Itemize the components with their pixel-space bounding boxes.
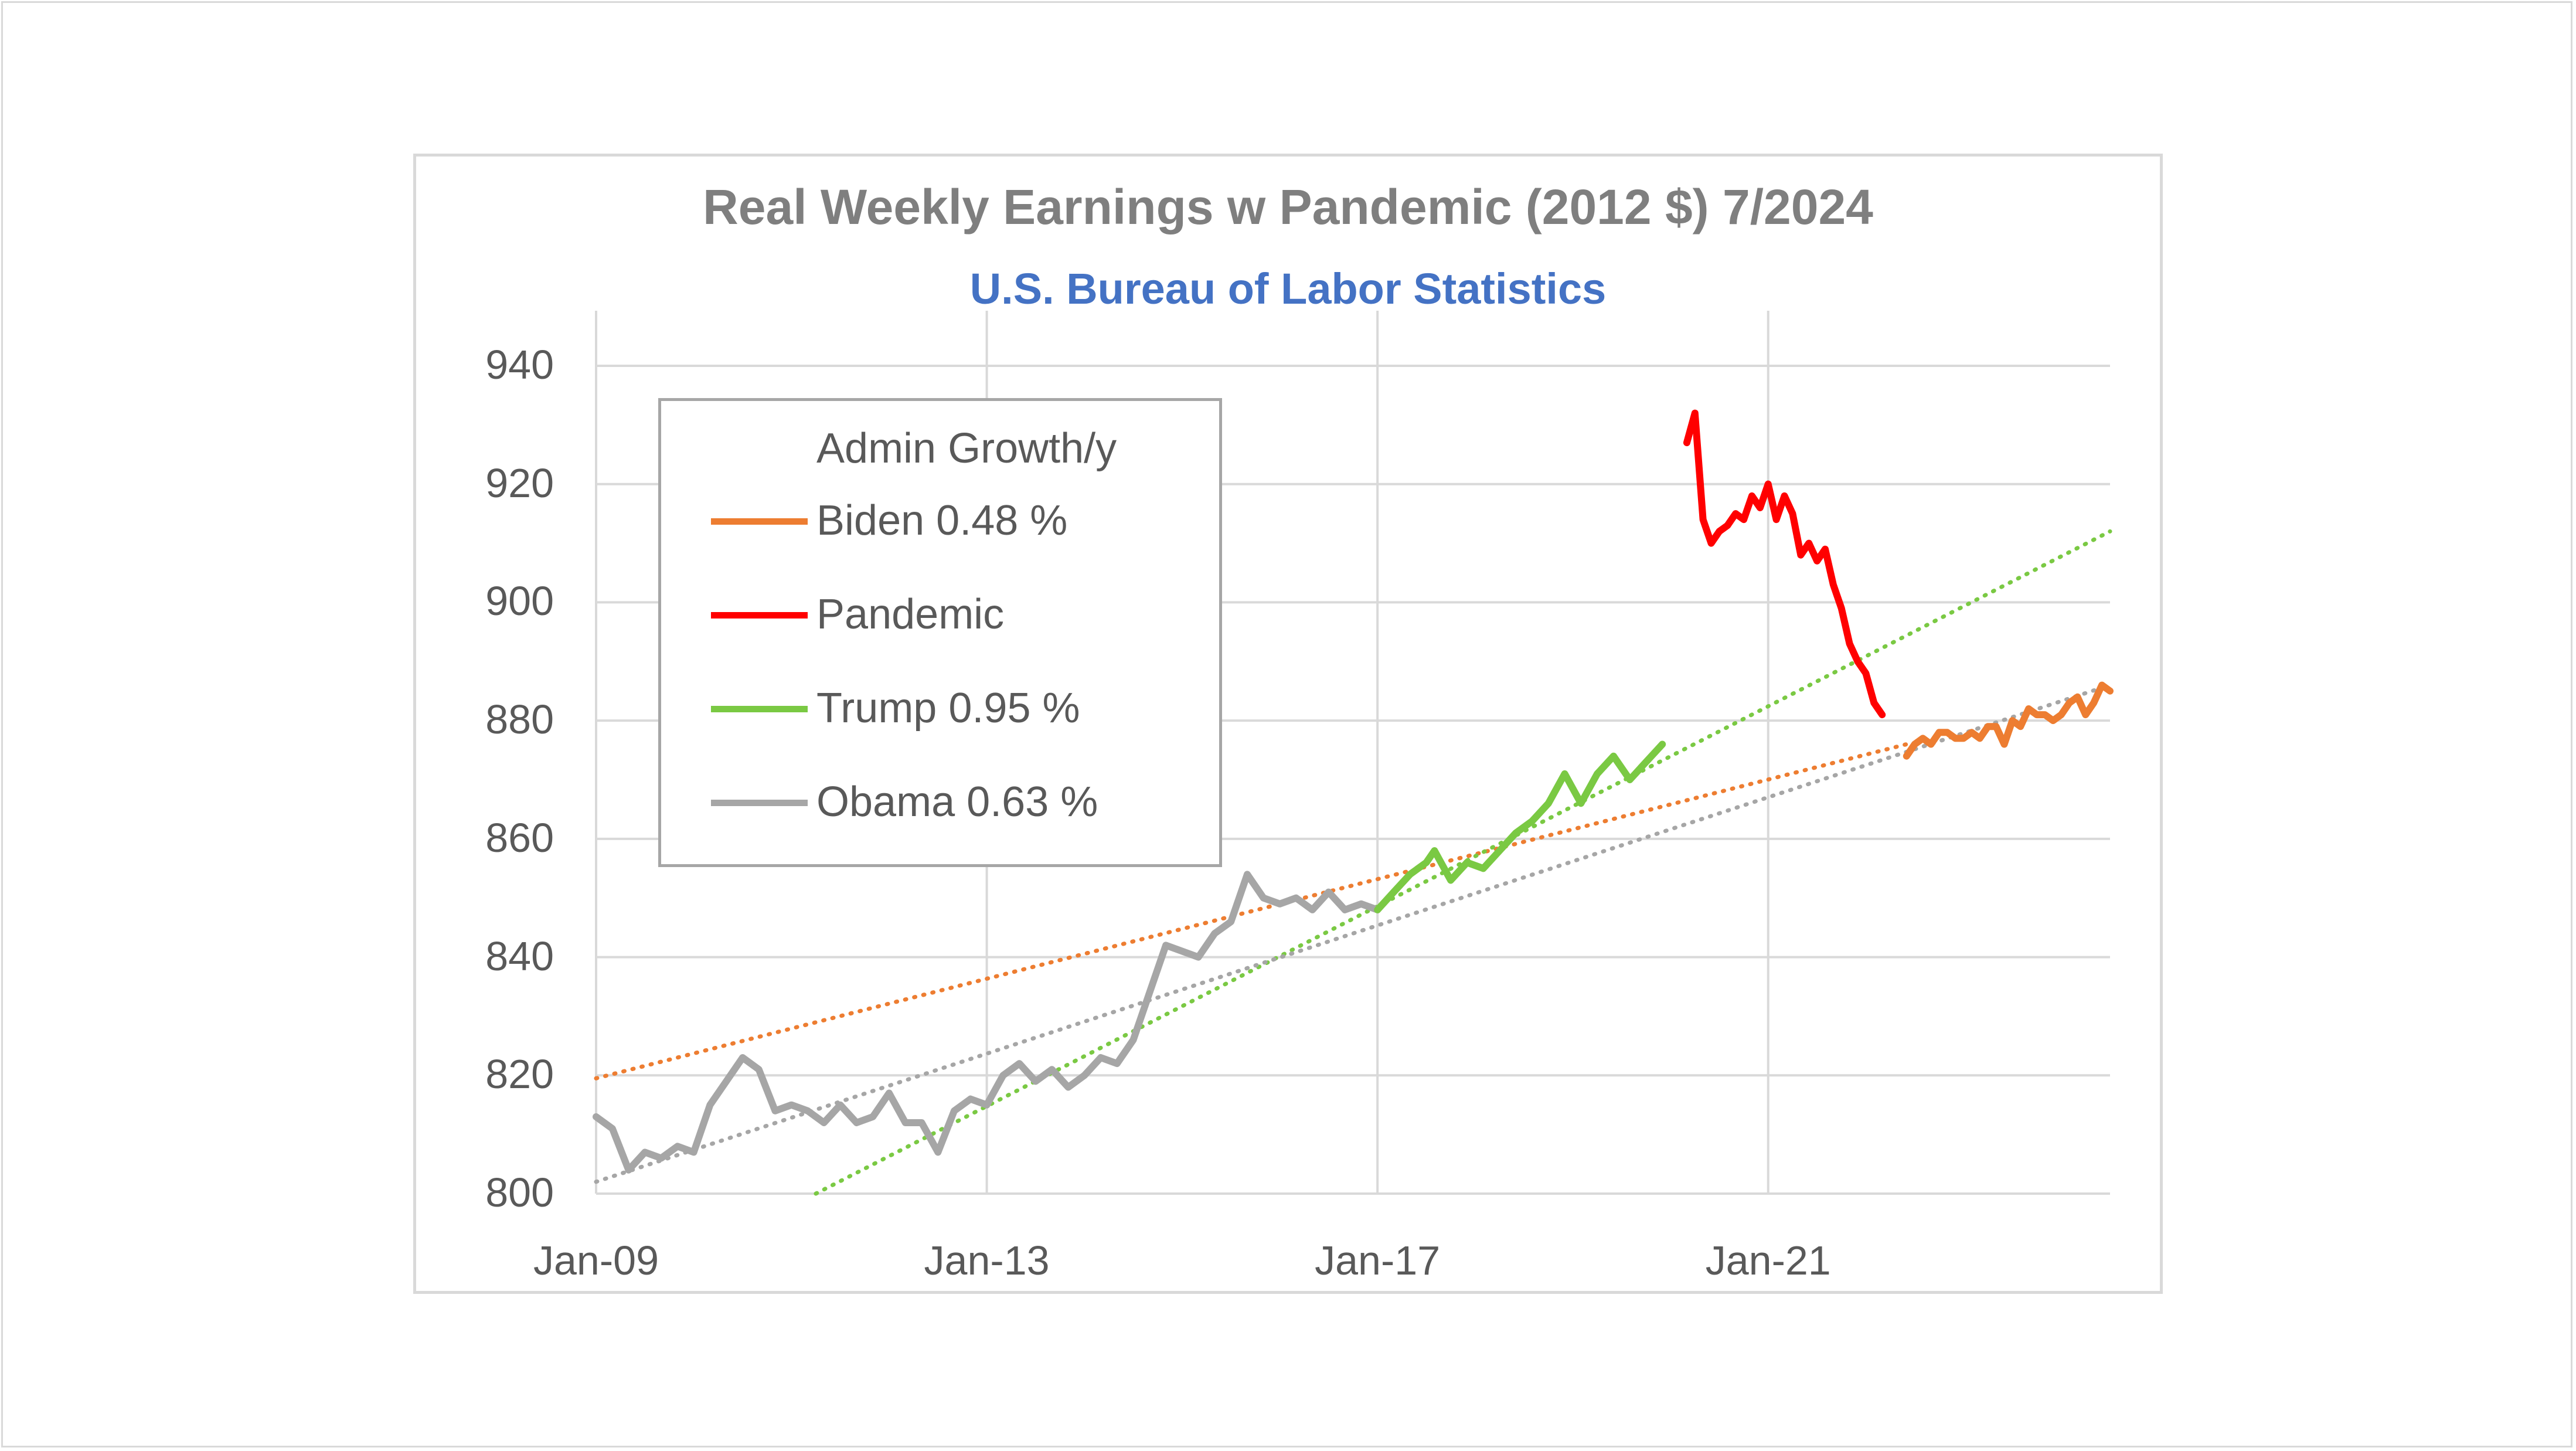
y-tick-label: 800 — [485, 1170, 554, 1215]
y-tick-label: 840 — [485, 933, 554, 979]
series-line — [1374, 740, 1666, 913]
x-tick-label: Jan-21 — [1705, 1238, 1831, 1283]
trendlines — [594, 529, 2112, 1196]
chart-subtitle: U.S. Bureau of Labor Statistics — [969, 264, 1607, 313]
x-tick-label: Jan-13 — [924, 1238, 1050, 1283]
legend-label-pandemic: Pandemic — [816, 591, 1005, 638]
series-line — [1683, 409, 1886, 719]
series-line — [1903, 681, 2114, 760]
series-line — [593, 871, 1381, 1174]
series-lines — [593, 409, 2114, 1174]
trendline — [814, 529, 2112, 1196]
trendline — [594, 742, 1909, 1080]
x-tick-label: Jan-09 — [533, 1238, 659, 1283]
y-tick-label: 920 — [485, 460, 554, 506]
y-tick-label: 900 — [485, 578, 554, 624]
y-tick-label: 860 — [485, 814, 554, 861]
legend-swatch-trump — [711, 706, 808, 712]
legend-swatch-pandemic — [711, 612, 808, 619]
legend: Admin Growth/y Biden 0.48 % Pandemic Tru… — [658, 398, 1222, 867]
chart-title: Real Weekly Earnings w Pandemic (2012 $)… — [703, 179, 1873, 235]
trendline — [594, 683, 2112, 1184]
legend-label-obama: Obama 0.63 % — [816, 779, 1098, 825]
legend-label-trump: Trump 0.95 % — [816, 685, 1080, 732]
legend-swatch-biden — [711, 518, 808, 525]
legend-swatch-obama — [711, 800, 808, 806]
y-tick-label: 940 — [485, 342, 554, 388]
x-tick-label: Jan-17 — [1315, 1238, 1441, 1283]
legend-label-biden: Biden 0.48 % — [816, 497, 1068, 544]
legend-title: Admin Growth/y — [816, 425, 1117, 472]
y-tick-label: 820 — [485, 1051, 554, 1097]
y-tick-label: 880 — [485, 696, 554, 743]
